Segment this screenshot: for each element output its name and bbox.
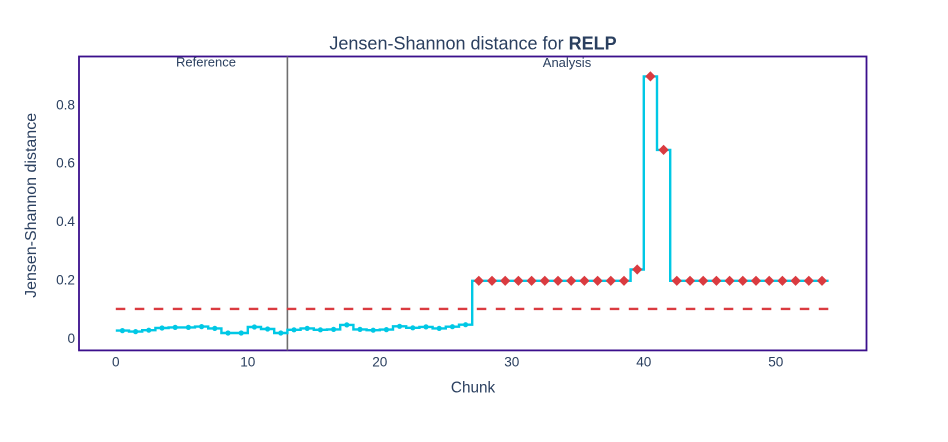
svg-text:Chunk: Chunk bbox=[451, 379, 496, 396]
svg-text:0.6: 0.6 bbox=[56, 156, 75, 171]
svg-text:Jensen-Shannon distance for RE: Jensen-Shannon distance for RELP bbox=[329, 34, 616, 54]
svg-text:0: 0 bbox=[112, 354, 120, 369]
svg-text:40: 40 bbox=[636, 354, 652, 369]
svg-text:Jensen-Shannon distance: Jensen-Shannon distance bbox=[23, 113, 40, 298]
svg-text:0.2: 0.2 bbox=[56, 272, 75, 287]
svg-text:0.4: 0.4 bbox=[56, 214, 75, 229]
svg-text:50: 50 bbox=[768, 354, 784, 369]
svg-text:0: 0 bbox=[67, 331, 75, 346]
svg-text:Reference: Reference bbox=[176, 55, 236, 70]
svg-text:0.8: 0.8 bbox=[56, 97, 75, 112]
svg-text:Analysis: Analysis bbox=[543, 55, 592, 70]
svg-text:10: 10 bbox=[240, 354, 256, 369]
svg-text:20: 20 bbox=[372, 354, 388, 369]
svg-text:30: 30 bbox=[504, 354, 520, 369]
